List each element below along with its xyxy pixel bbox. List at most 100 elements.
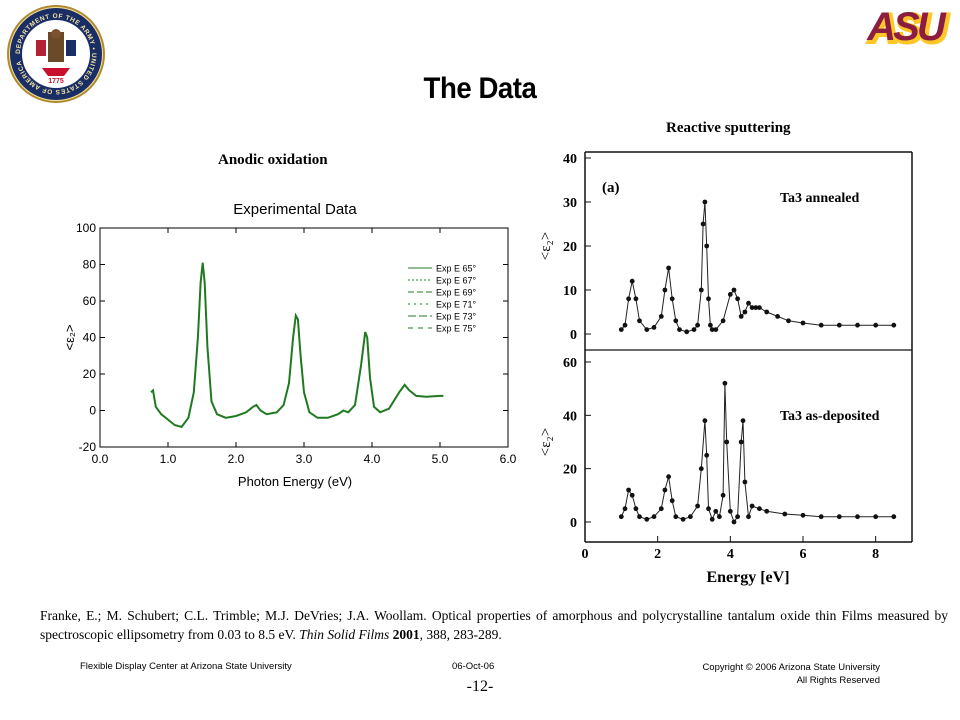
- data-point: [698, 466, 704, 472]
- y-tick-label: 0: [89, 404, 96, 418]
- y-tick-label: 20: [83, 367, 97, 381]
- data-point: [633, 506, 639, 512]
- data-point: [644, 516, 650, 522]
- data-point: [757, 506, 762, 512]
- y-tick-label: 60: [83, 294, 97, 308]
- data-point: [713, 327, 719, 332]
- data-point: [731, 287, 737, 293]
- data-point: [891, 514, 897, 520]
- data-point: [742, 309, 748, 315]
- data-point: [702, 199, 708, 205]
- data-point: [637, 318, 642, 324]
- army-seal-icon: 1775 DEPARTMENT OF THE ARMY • UNITED STA…: [7, 5, 105, 103]
- data-point: [644, 327, 650, 332]
- data-point: [704, 452, 710, 458]
- x-tick-label: 6: [800, 547, 807, 562]
- data-point: [855, 322, 860, 328]
- data-point: [666, 265, 671, 271]
- y-tick-label: 20: [563, 240, 577, 255]
- footer-copyright: Copyright © 2006 Arizona State Universit…: [676, 661, 880, 687]
- data-point: [873, 514, 879, 520]
- x-tick-label: 0.0: [92, 452, 109, 466]
- data-point: [720, 492, 726, 498]
- data-point: [757, 305, 762, 310]
- x-tick-label: 5.0: [432, 452, 449, 466]
- data-point: [836, 322, 842, 328]
- x-tick-label: 2.0: [228, 452, 245, 466]
- data-point: [727, 292, 733, 297]
- data-point: [637, 514, 642, 520]
- data-point: [658, 506, 664, 512]
- data-point: [709, 327, 715, 332]
- x-axis-label: Photon Energy (eV): [238, 474, 352, 489]
- data-point: [673, 514, 679, 520]
- y-tick-label: 40: [563, 409, 577, 424]
- data-point: [738, 314, 744, 319]
- data-point: [800, 512, 806, 518]
- y-tick-label: 30: [563, 196, 577, 211]
- x-tick-label: 2: [654, 547, 661, 562]
- y-tick-label: -20: [79, 440, 97, 454]
- asu-logo: ASU ASU: [866, 5, 952, 48]
- svg-text:ASU: ASU: [868, 7, 949, 48]
- data-point: [700, 221, 706, 227]
- x-tick-label: 6.0: [500, 452, 517, 466]
- data-point: [764, 508, 770, 514]
- x-tick-label: 1.0: [160, 452, 177, 466]
- data-point: [735, 514, 740, 520]
- data-point: [749, 305, 755, 310]
- data-point: [731, 519, 737, 525]
- legend-entry: Exp E 71°: [436, 300, 477, 310]
- data-point: [722, 380, 728, 386]
- asu-wordmark: ASU: [866, 5, 947, 48]
- data-point: [684, 329, 690, 335]
- y-tick-label: 0: [570, 516, 577, 531]
- legend-entry: Exp E 69°: [436, 288, 477, 298]
- x-tick-label: 0: [582, 547, 589, 562]
- legend-entry: Exp E 73°: [436, 312, 477, 322]
- data-point: [746, 514, 751, 520]
- data-point: [680, 516, 686, 522]
- x-tick-label: 4.0: [364, 452, 381, 466]
- panel-annotation: Ta3 as-deposited: [780, 409, 880, 424]
- data-point: [818, 322, 824, 328]
- data-point: [618, 514, 624, 520]
- data-point: [695, 322, 700, 328]
- experimental-data-chart: Experimental Data 0.0 1.0 2.0 3.0 4.0 5.0 6.0 -2…: [62, 201, 517, 489]
- footer-organization: Flexible Display Center at Arizona State…: [80, 661, 292, 672]
- data-point: [818, 514, 824, 520]
- data-point: [746, 300, 751, 306]
- data-point: [800, 320, 806, 326]
- data-point: [775, 314, 780, 319]
- data-point: [836, 514, 842, 520]
- data-point: [702, 418, 708, 424]
- data-point: [666, 474, 671, 480]
- y-axis-label: <ε₂>: [538, 428, 554, 456]
- y-tick-label: 100: [76, 221, 96, 235]
- panel-label: (a): [602, 180, 620, 196]
- x-tick-label: 8: [872, 547, 879, 562]
- data-point: [735, 296, 740, 302]
- y-tick-label: 20: [563, 463, 577, 478]
- data-point: [738, 439, 744, 445]
- page-number: -12-: [466, 678, 494, 695]
- data-point: [633, 296, 639, 302]
- data-point: [713, 508, 719, 514]
- data-point: [720, 318, 726, 324]
- data-point: [626, 296, 631, 302]
- data-point: [717, 514, 722, 520]
- data-point: [764, 309, 770, 315]
- data-point: [618, 327, 624, 332]
- data-point: [873, 322, 879, 328]
- y-tick-label: 60: [563, 356, 577, 371]
- data-point: [891, 322, 897, 328]
- y-tick-label: 0: [570, 328, 577, 343]
- data-point: [709, 516, 715, 522]
- data-point: [662, 487, 668, 493]
- data-point: [669, 296, 675, 302]
- x-tick-label: 3.0: [296, 452, 313, 466]
- footer-copyright-line: Copyright © 2006 Arizona State Universit…: [702, 662, 880, 673]
- legend-entry: Exp E 75°: [436, 324, 477, 334]
- citation: Franke, E.; M. Schubert; C.L. Trimble; M…: [40, 606, 948, 644]
